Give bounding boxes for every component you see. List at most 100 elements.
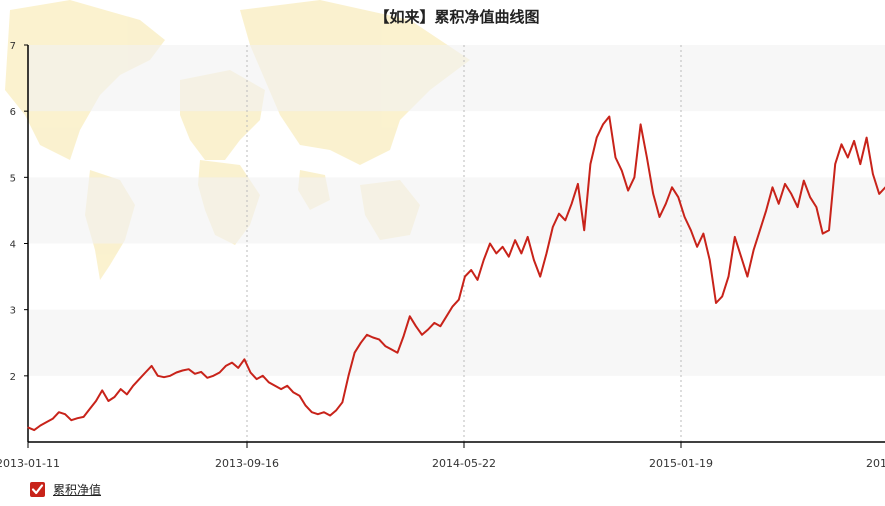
grid-bands	[28, 45, 885, 376]
data-point	[238, 367, 239, 368]
data-point	[458, 299, 459, 300]
data-point	[440, 326, 441, 327]
data-point	[634, 177, 635, 178]
data-point	[114, 396, 115, 397]
data-point	[816, 207, 817, 208]
data-point	[628, 190, 629, 191]
data-point	[336, 410, 337, 411]
legend-checkbox[interactable]	[30, 482, 45, 497]
data-point	[256, 379, 257, 380]
data-point	[734, 236, 735, 237]
data-point	[58, 412, 59, 413]
data-point	[409, 316, 410, 317]
y-tick-label: 4	[10, 240, 16, 251]
data-point	[521, 253, 522, 254]
data-point	[552, 226, 553, 227]
data-point	[489, 243, 490, 244]
data-point	[139, 379, 140, 380]
data-point	[596, 137, 597, 138]
data-point	[747, 276, 748, 277]
data-point	[464, 276, 465, 277]
data-point	[385, 346, 386, 347]
data-point	[684, 216, 685, 217]
data-point	[163, 377, 164, 378]
data-point	[83, 416, 84, 417]
data-point	[65, 414, 66, 415]
data-point	[145, 372, 146, 373]
data-point	[703, 233, 704, 234]
data-point	[170, 375, 171, 376]
data-point	[213, 375, 214, 376]
data-point	[428, 329, 429, 330]
data-point	[502, 246, 503, 247]
data-point	[602, 124, 603, 125]
data-point	[872, 173, 873, 174]
data-point	[366, 334, 367, 335]
data-point	[791, 193, 792, 194]
data-point	[27, 427, 28, 428]
data-point	[244, 359, 245, 360]
data-point	[753, 250, 754, 251]
data-point	[766, 210, 767, 211]
y-tick-label: 5	[10, 173, 16, 184]
data-point	[46, 422, 47, 423]
data-point	[803, 180, 804, 181]
data-point	[250, 372, 251, 373]
y-tick-label: 7	[10, 41, 16, 52]
check-icon	[30, 482, 45, 497]
data-point	[659, 216, 660, 217]
data-point	[157, 375, 158, 376]
data-point	[126, 394, 127, 395]
data-point	[483, 259, 484, 260]
data-point	[590, 164, 591, 165]
data-point	[621, 170, 622, 171]
data-point	[577, 183, 578, 184]
data-point	[397, 352, 398, 353]
data-point	[860, 164, 861, 165]
data-point	[207, 377, 208, 378]
data-point	[305, 405, 306, 406]
data-point	[546, 253, 547, 254]
data-point	[434, 322, 435, 323]
data-point	[558, 213, 559, 214]
data-point	[671, 187, 672, 188]
data-point	[715, 302, 716, 303]
data-point	[77, 418, 78, 419]
y-tick-label: 2	[10, 372, 16, 383]
data-point	[640, 124, 641, 125]
legend[interactable]: 累积净值	[30, 480, 101, 498]
data-point	[866, 137, 867, 138]
data-point	[274, 385, 275, 386]
data-point	[188, 369, 189, 370]
grid-band	[28, 45, 885, 111]
legend-label[interactable]: 累积净值	[53, 481, 101, 498]
data-point	[108, 400, 109, 401]
data-point	[540, 276, 541, 277]
data-point	[342, 402, 343, 403]
data-point	[317, 414, 318, 415]
series-group	[27, 116, 885, 431]
data-point	[71, 420, 72, 421]
data-point	[797, 207, 798, 208]
data-point	[299, 395, 300, 396]
data-point	[102, 390, 103, 391]
data-point	[615, 157, 616, 158]
data-point	[879, 193, 880, 194]
data-point	[690, 230, 691, 231]
data-point	[678, 197, 679, 198]
data-point	[323, 412, 324, 413]
x-tick-label: 2014-05-22	[432, 457, 496, 470]
data-point	[120, 389, 121, 390]
data-point	[231, 362, 232, 363]
data-point	[182, 370, 183, 371]
data-point	[194, 373, 195, 374]
data-point	[311, 412, 312, 413]
data-point	[415, 326, 416, 327]
x-tick-label: 2013-09-16	[215, 457, 279, 470]
data-point	[95, 400, 96, 401]
data-point	[201, 371, 202, 372]
data-point	[772, 187, 773, 188]
